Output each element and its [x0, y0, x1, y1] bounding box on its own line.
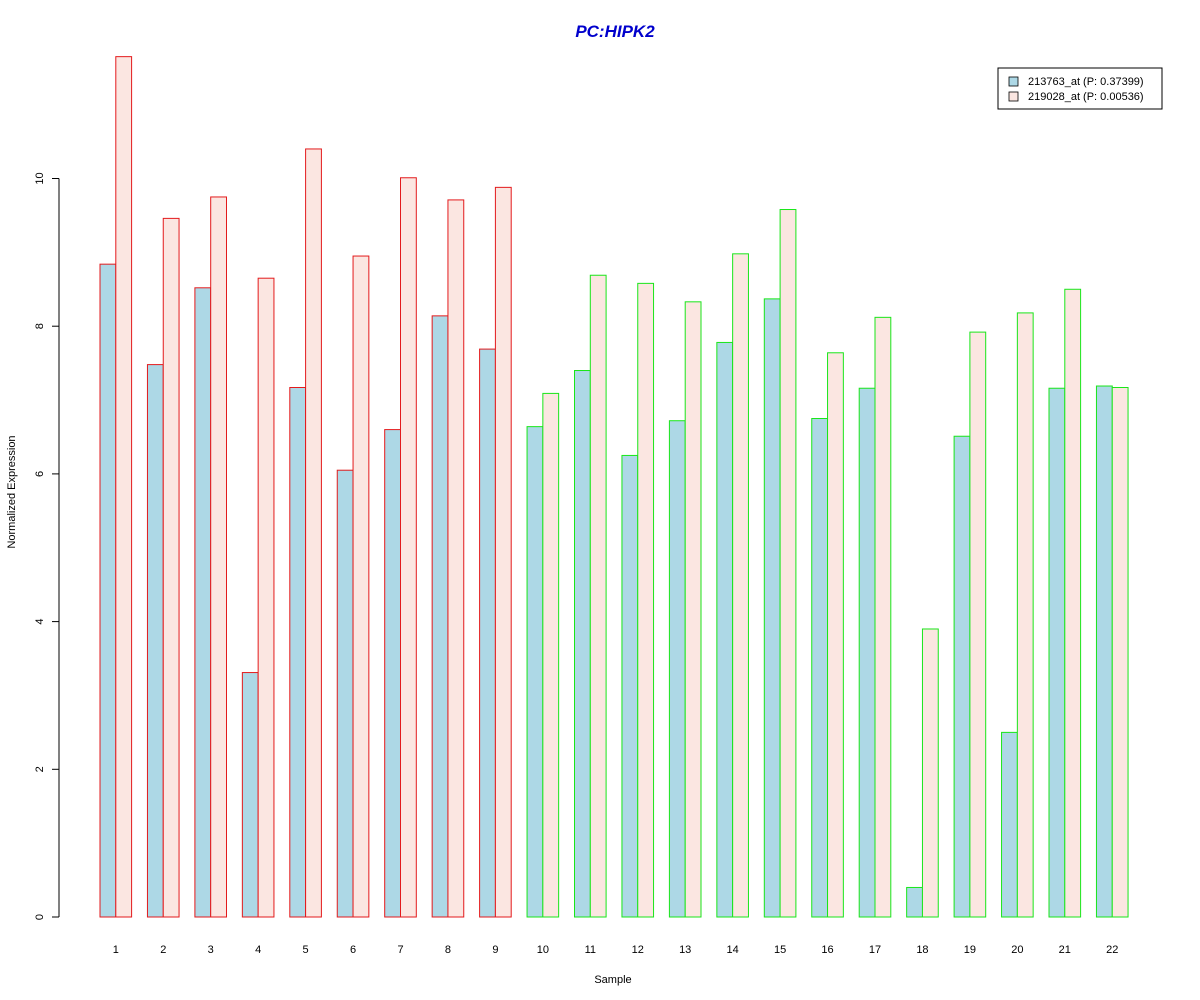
x-axis-label: Sample	[594, 974, 631, 986]
x-tick-label: 8	[445, 944, 451, 956]
bar-sample-7-series-2	[400, 177, 417, 918]
bar-sample-21-series-2	[1064, 288, 1082, 918]
x-tick-label: 14	[727, 944, 739, 956]
bar-sample-22-series-2	[1111, 386, 1129, 918]
bar-sample-18-series-1	[906, 886, 923, 918]
y-tick-label: 2	[34, 766, 46, 772]
x-tick-label: 6	[350, 944, 356, 956]
legend-label-219028: 219028_at (P: 0.00536)	[1028, 91, 1144, 103]
y-tick-label: 4	[34, 619, 46, 625]
bar-sample-1-series-1	[99, 263, 117, 918]
bar-sample-16-series-1	[811, 418, 829, 918]
x-tick-label: 20	[1011, 944, 1023, 956]
y-axis-label: Normalized Expression	[6, 435, 18, 548]
bar-sample-15-series-1	[763, 298, 781, 918]
bar-sample-13-series-2	[684, 301, 702, 918]
bar-sample-3-series-1	[194, 287, 212, 918]
x-tick-labels: 1 2 3 4 5 6 7 8 9 10 11 12 13 14 15 16 17 18 19 20 21 22	[113, 944, 1119, 956]
bar-sample-10-series-1	[526, 426, 544, 918]
x-tick-label: 12	[632, 944, 644, 956]
x-tick-label: 19	[964, 944, 976, 956]
bar-sample-11-series-1	[574, 370, 591, 918]
bar-sample-3-series-2	[210, 196, 227, 918]
x-tick-label: 13	[679, 944, 691, 956]
legend-label-213763: 213763_at (P: 0.37399)	[1028, 76, 1144, 88]
bar-sample-12-series-1	[621, 454, 639, 918]
chart-title: PC:HIPK2	[575, 22, 655, 41]
bar-sample-6-series-1	[336, 469, 354, 918]
legend: 213763_at (P: 0.37399) 219028_at (P: 0.0…	[997, 67, 1163, 110]
y-axis: 0 2 4 6 8 10	[34, 172, 60, 920]
x-tick-label: 18	[916, 944, 928, 956]
bar-sample-22-series-1	[1095, 385, 1113, 918]
bar-sample-11-series-2	[589, 274, 607, 918]
bar-sample-21-series-1	[1048, 387, 1066, 918]
bar-sample-1-series-2	[115, 56, 133, 918]
bar-sample-14-series-1	[716, 341, 734, 918]
bar-sample-19-series-2	[969, 331, 987, 918]
bar-sample-9-series-2	[494, 186, 512, 918]
x-tick-label: 9	[492, 944, 498, 956]
y-tick-label: 6	[34, 471, 46, 477]
legend-swatch-213763	[1008, 76, 1019, 87]
bar-sample-19-series-1	[953, 435, 971, 918]
bar-sample-8-series-1	[431, 315, 449, 918]
x-tick-label: 5	[303, 944, 309, 956]
y-tick-label: 8	[34, 323, 46, 329]
legend-swatch-219028	[1008, 91, 1019, 102]
x-tick-label: 7	[397, 944, 403, 956]
bar-sample-9-series-1	[479, 348, 496, 918]
bar-sample-2-series-2	[162, 217, 180, 918]
bar-sample-18-series-2	[921, 628, 939, 918]
y-tick-label: 10	[34, 172, 46, 184]
bar-sample-6-series-2	[352, 255, 370, 918]
bar-sample-4-series-2	[257, 277, 275, 918]
bar-sample-20-series-2	[1016, 312, 1034, 918]
x-tick-label: 4	[255, 944, 261, 956]
x-tick-label: 21	[1059, 944, 1071, 956]
bar-sample-8-series-2	[447, 199, 465, 918]
bar-sample-2-series-1	[146, 364, 164, 918]
bar-sample-13-series-1	[668, 420, 686, 918]
bars-group	[99, 56, 1129, 918]
bar-sample-20-series-1	[1001, 731, 1018, 918]
x-tick-label: 11	[585, 944, 596, 956]
bar-sample-4-series-1	[241, 672, 259, 918]
x-tick-label: 3	[208, 944, 214, 956]
bar-sample-15-series-2	[779, 209, 797, 918]
x-tick-label: 15	[774, 944, 786, 956]
bar-sample-16-series-2	[827, 352, 844, 918]
x-tick-label: 16	[821, 944, 833, 956]
bar-sample-17-series-1	[858, 387, 876, 918]
bar-sample-7-series-1	[384, 429, 402, 918]
x-tick-label: 2	[160, 944, 166, 956]
x-tick-label: 10	[537, 944, 549, 956]
x-tick-label: 1	[113, 944, 119, 956]
bar-sample-12-series-2	[637, 282, 655, 918]
legend-box	[997, 67, 1163, 110]
bar-sample-17-series-2	[874, 316, 892, 918]
bar-sample-10-series-2	[542, 392, 560, 918]
bar-sample-5-series-1	[289, 386, 307, 918]
y-tick-label: 0	[34, 914, 46, 920]
x-tick-label: 17	[869, 944, 881, 956]
bar-sample-14-series-2	[732, 253, 749, 918]
bar-sample-5-series-2	[305, 148, 322, 918]
x-tick-label: 22	[1106, 944, 1118, 956]
